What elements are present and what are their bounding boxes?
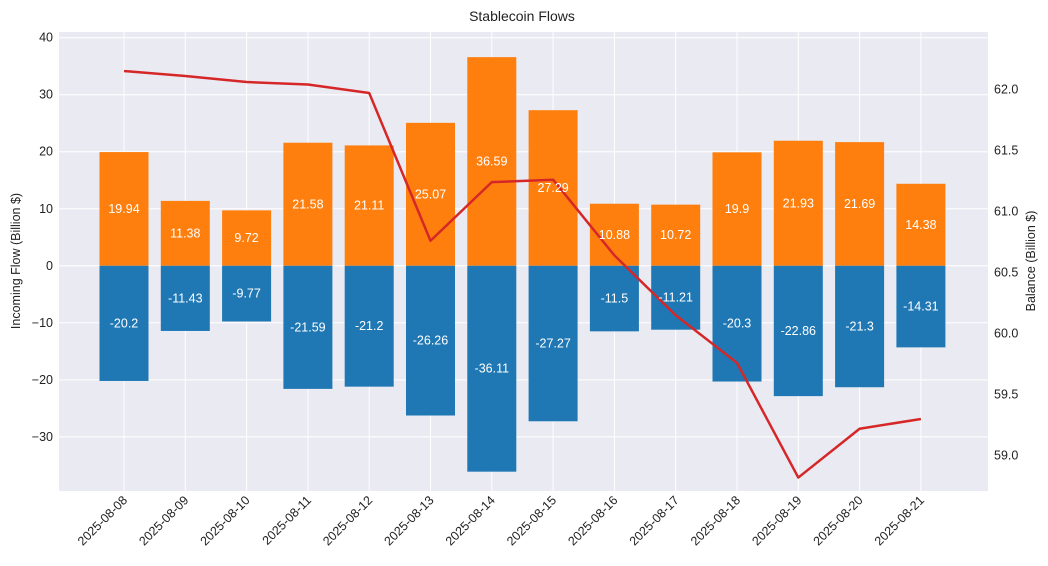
- bar-label-outgoing: -11.5: [601, 292, 629, 306]
- bar-incoming: [467, 57, 517, 266]
- bar-label-incoming: 14.38: [905, 218, 936, 232]
- bar-incoming: [222, 210, 272, 266]
- x-tick-label: 2025-08-12: [320, 493, 375, 548]
- bar-label-outgoing: -14.31: [903, 300, 938, 314]
- bar-incoming: [528, 110, 578, 266]
- bar-label-outgoing: -36.11: [475, 362, 510, 376]
- bar-incoming: [160, 200, 210, 266]
- bar-outgoing: [160, 265, 210, 331]
- x-tick-label: 2025-08-16: [565, 493, 620, 548]
- x-tick-label: 2025-08-08: [75, 493, 130, 548]
- bar-label-outgoing: -11.43: [168, 291, 203, 305]
- bar-incoming: [773, 140, 823, 266]
- bar-label-incoming: 27.29: [537, 181, 568, 195]
- bar-incoming: [99, 152, 149, 266]
- y-tick-label-right: 60.5: [994, 265, 1018, 279]
- y-tick-label-right: 59.0: [994, 449, 1018, 463]
- x-tick-label: 2025-08-14: [443, 493, 498, 548]
- bar-label-incoming: 21.93: [783, 196, 814, 210]
- bar-outgoing: [773, 265, 823, 397]
- bars: [99, 57, 946, 472]
- plot-area: [59, 32, 988, 491]
- bar-outgoing: [406, 265, 455, 416]
- bar-incoming: [651, 204, 701, 266]
- bar-label-outgoing: -20.2: [110, 316, 139, 330]
- bar-label-incoming: 21.69: [844, 197, 875, 211]
- bar-label-incoming: 11.38: [170, 226, 200, 240]
- bar-label-outgoing: -26.26: [413, 334, 448, 348]
- y-tick-label-right: 62.0: [994, 82, 1018, 96]
- x-tick-label: 2025-08-20: [811, 493, 866, 548]
- y-tick-label-right: 61.5: [994, 143, 1018, 157]
- bar-label-incoming: 19.9: [725, 202, 749, 216]
- bar-label-outgoing: -21.3: [845, 320, 874, 334]
- bar-label-incoming: 21.58: [292, 197, 323, 211]
- y-tick-label-right: 59.5: [994, 388, 1018, 402]
- bar-outgoing: [589, 265, 639, 332]
- bar-incoming: [835, 142, 885, 266]
- y-axis-title-right: Balance (Billion $): [1024, 211, 1038, 312]
- x-tick-label: 2025-08-10: [198, 493, 253, 548]
- balance-line-layer: [123, 69, 922, 479]
- x-tick-label: 2025-08-17: [627, 493, 682, 548]
- bar-outgoing: [467, 265, 517, 472]
- x-tick-label: 2025-08-09: [136, 493, 191, 548]
- bar-outgoing: [99, 265, 149, 381]
- x-tick-label: 2025-08-21: [872, 493, 927, 548]
- bar-label-outgoing: -11.21: [658, 291, 693, 305]
- bar-label-outgoing: -27.27: [535, 337, 570, 351]
- bar-outgoing: [283, 265, 333, 389]
- y-tick-label-left: −20: [32, 373, 53, 387]
- bar-labels: 19.94 11.38 9.72 21.58 21.11 25.07 36.59 27.29 1…: [108, 154, 938, 375]
- x-tick-label: 2025-08-18: [688, 493, 743, 548]
- bar-incoming: [283, 142, 333, 266]
- bar-incoming: [344, 145, 394, 266]
- y-tick-label-left: 0: [46, 259, 53, 273]
- y-tick-label-left: 40: [39, 31, 53, 45]
- y-tick-label-left: 10: [39, 202, 53, 216]
- bar-label-outgoing: -9.77: [232, 287, 261, 301]
- bar-incoming: [712, 152, 762, 266]
- x-tick-label: 2025-08-15: [504, 493, 559, 548]
- bar-label-incoming: 21.11: [354, 199, 384, 213]
- bar-label-incoming: 9.72: [234, 231, 258, 245]
- x-tick-label: 2025-08-13: [382, 493, 437, 548]
- bar-label-incoming: 36.59: [476, 154, 507, 168]
- y-axis-title-left: Incoming Flow (Billion $): [9, 193, 23, 329]
- x-tick-label: 2025-08-11: [260, 493, 314, 547]
- bar-outgoing: [896, 265, 946, 348]
- balance-line: [123, 69, 922, 479]
- bar-outgoing: [528, 265, 578, 422]
- x-tick-label: 2025-08-19: [749, 493, 804, 548]
- y-tick-label-right: 61.0: [994, 204, 1018, 218]
- y-tick-label-left: −10: [32, 316, 53, 330]
- bar-label-incoming: 25.07: [415, 187, 446, 201]
- bar-label-outgoing: -21.59: [290, 320, 325, 334]
- bar-label-incoming: 10.72: [660, 228, 691, 242]
- bar-outgoing: [222, 265, 272, 322]
- y-tick-label-left: 20: [39, 145, 53, 159]
- bar-label-outgoing: -22.86: [781, 324, 816, 338]
- y-tick-label-left: −30: [32, 430, 53, 444]
- bar-label-outgoing: -21.2: [355, 319, 384, 333]
- bar-outgoing: [344, 265, 394, 387]
- bar-label-incoming: 19.94: [108, 202, 139, 216]
- y-tick-label-right: 60.0: [994, 327, 1018, 341]
- bar-outgoing: [835, 265, 885, 388]
- bar-label-outgoing: -20.3: [723, 317, 752, 331]
- y-tick-label-left: 30: [39, 88, 53, 102]
- bar-label-incoming: 10.88: [599, 228, 630, 242]
- chart-title: Stablecoin Flows: [469, 8, 575, 24]
- bar-incoming: [896, 183, 946, 266]
